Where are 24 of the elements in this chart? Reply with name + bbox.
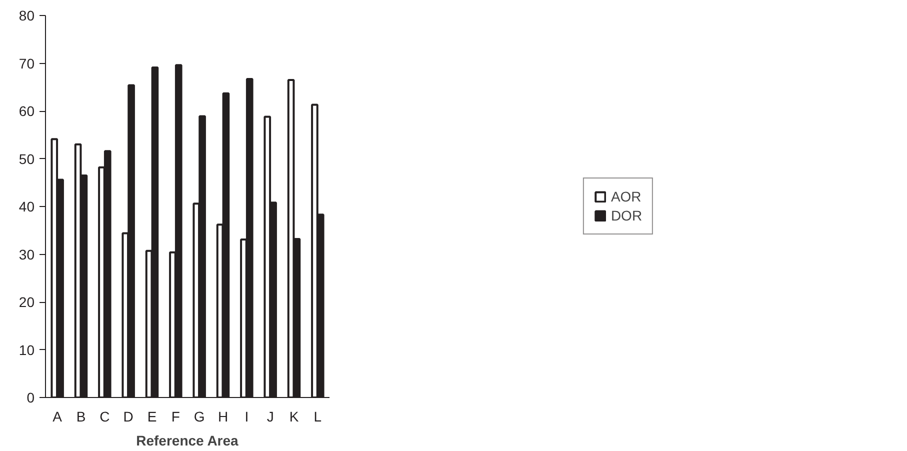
x-tick-label: A [52,408,63,424]
y-tick-label: 20 [18,294,35,310]
x-axis-title: Reference Area [136,432,239,448]
x-tick-label: H [218,408,228,424]
x-tick-label: L [314,408,322,424]
y-tick-label: 50 [18,150,35,167]
x-tick-label: F [171,408,180,424]
y-tick-label: 10 [18,342,35,358]
y-tick-label: 30 [18,246,35,262]
x-tick-label: C [100,408,110,424]
x-tick-label: I [244,408,249,424]
y-tick-label: 80 [18,8,35,24]
x-tick-label: J [266,408,274,424]
x-tick-label: D [123,408,134,424]
x-tick-label: K [289,408,300,424]
y-tick-label: 40 [18,198,35,214]
y-tick-label: 0 [26,390,35,406]
x-tick-label: B [76,408,86,424]
y-tick-label: 70 [18,55,35,72]
legend-label: AOR [610,188,642,204]
x-tick-label: G [194,408,205,424]
y-tick-label: 60 [18,103,35,119]
x-tick-label: E [147,408,157,424]
legend-label: DOR [610,208,642,224]
